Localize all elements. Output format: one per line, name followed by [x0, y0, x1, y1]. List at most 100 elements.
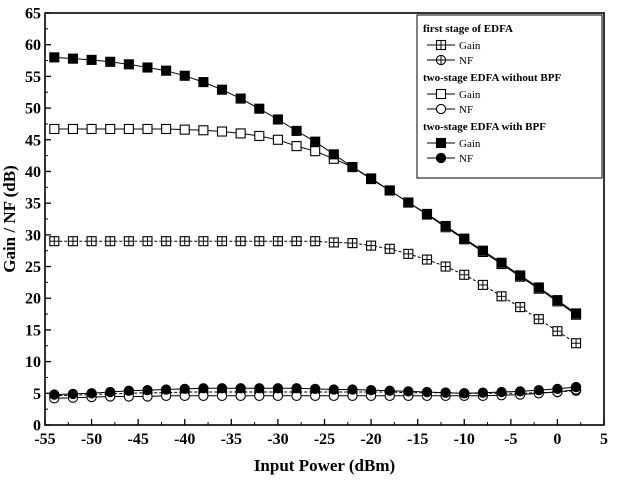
data-point — [421, 254, 433, 265]
data-point — [515, 302, 526, 313]
data-point — [49, 236, 60, 247]
data-point — [272, 383, 284, 394]
series-4 — [49, 52, 582, 319]
legend-entry-label: Gain — [459, 89, 481, 101]
x-axis-title: Input Power (dBm) — [254, 456, 395, 475]
data-point — [570, 308, 582, 319]
legend-entry-label: NF — [459, 104, 473, 116]
y-tick-label: 60 — [25, 37, 41, 54]
data-point — [328, 384, 339, 395]
x-tick-label: -10 — [454, 431, 475, 448]
x-tick-label: 0 — [553, 431, 561, 448]
data-point — [272, 236, 283, 247]
y-axis-title: Gain / NF (dB) — [0, 165, 19, 273]
data-point — [86, 54, 97, 65]
data-point — [291, 236, 302, 247]
data-point — [403, 386, 414, 397]
data-point — [440, 387, 451, 398]
legend-marker — [435, 103, 447, 115]
data-point — [179, 236, 190, 247]
data-point — [291, 383, 302, 394]
data-point — [235, 236, 246, 247]
x-tick-label: -50 — [81, 431, 102, 448]
data-point — [310, 146, 321, 157]
data-point — [235, 128, 246, 139]
data-point — [440, 220, 451, 232]
data-point — [235, 383, 246, 394]
data-point — [310, 136, 321, 147]
y-tick-label: 10 — [25, 354, 41, 371]
data-point — [254, 103, 265, 114]
data-point — [440, 261, 451, 272]
data-point — [533, 384, 544, 396]
data-point — [105, 236, 116, 247]
legend-marker — [435, 54, 447, 66]
data-point — [216, 126, 228, 137]
y-tick-label: 65 — [25, 6, 41, 23]
data-point — [496, 291, 507, 302]
y-tick-label: 5 — [33, 386, 41, 403]
y-tick-label: 40 — [25, 164, 41, 181]
data-point — [552, 295, 563, 306]
series-5 — [49, 381, 582, 400]
x-axis-ticks: -55 -50 -45 -40 -35 -30 -25 -20 -15 -10 -5 0 5 — [34, 419, 608, 448]
y-tick-label: 50 — [25, 101, 41, 118]
data-point — [310, 236, 321, 247]
data-point — [272, 134, 283, 145]
data-point — [235, 93, 246, 104]
legend-group-title: two-stage EDFA with BPF — [423, 121, 546, 133]
legend-entry-label: NF — [459, 153, 473, 165]
legend-group-title: first stage of EDFA — [423, 23, 513, 35]
data-point — [384, 243, 395, 254]
data-point — [403, 248, 414, 259]
data-point — [459, 233, 470, 244]
y-tick-label: 35 — [25, 196, 41, 213]
data-point — [49, 389, 60, 400]
legend-marker — [435, 39, 447, 51]
data-point — [291, 141, 302, 152]
data-point — [570, 381, 582, 393]
data-point — [179, 383, 190, 395]
legend-entry-label: Gain — [459, 40, 481, 52]
data-point — [421, 386, 433, 398]
x-tick-label: -55 — [34, 431, 55, 448]
data-point — [198, 77, 209, 88]
y-tick-label: 25 — [25, 259, 41, 276]
data-point — [533, 314, 544, 325]
data-point — [67, 388, 79, 400]
x-tick-label: -30 — [267, 431, 288, 448]
data-point — [477, 279, 488, 290]
data-point — [347, 384, 358, 395]
x-tick-label: -5 — [504, 431, 517, 448]
series-layer — [49, 52, 582, 404]
data-point — [161, 123, 172, 135]
y-tick-label: 55 — [25, 69, 41, 86]
data-point — [216, 84, 228, 95]
legend-entry-label: Gain — [459, 138, 481, 150]
x-tick-label: -45 — [128, 431, 149, 448]
data-point — [161, 65, 172, 76]
data-point — [477, 245, 488, 256]
y-tick-label: 45 — [25, 132, 41, 149]
legend-entry-label: NF — [459, 55, 473, 67]
legend-marker — [435, 137, 447, 149]
data-point — [384, 385, 395, 396]
y-tick-label: 0 — [33, 418, 41, 435]
data-point — [328, 237, 339, 248]
data-point — [123, 59, 134, 70]
data-point — [142, 62, 153, 73]
x-tick-label: -40 — [174, 431, 195, 448]
data-point — [105, 56, 116, 67]
series-0 — [49, 236, 582, 349]
data-point — [552, 326, 563, 337]
data-point — [403, 197, 414, 208]
data-point — [384, 185, 395, 196]
legend: first stage of EDFA Gain NF two-stage EDFA … — [416, 14, 603, 179]
data-point — [366, 240, 377, 251]
legend-marker — [435, 152, 447, 164]
data-point — [49, 123, 60, 135]
data-point — [161, 236, 172, 247]
data-point — [67, 236, 78, 247]
data-point — [86, 388, 97, 399]
data-point — [421, 208, 433, 219]
